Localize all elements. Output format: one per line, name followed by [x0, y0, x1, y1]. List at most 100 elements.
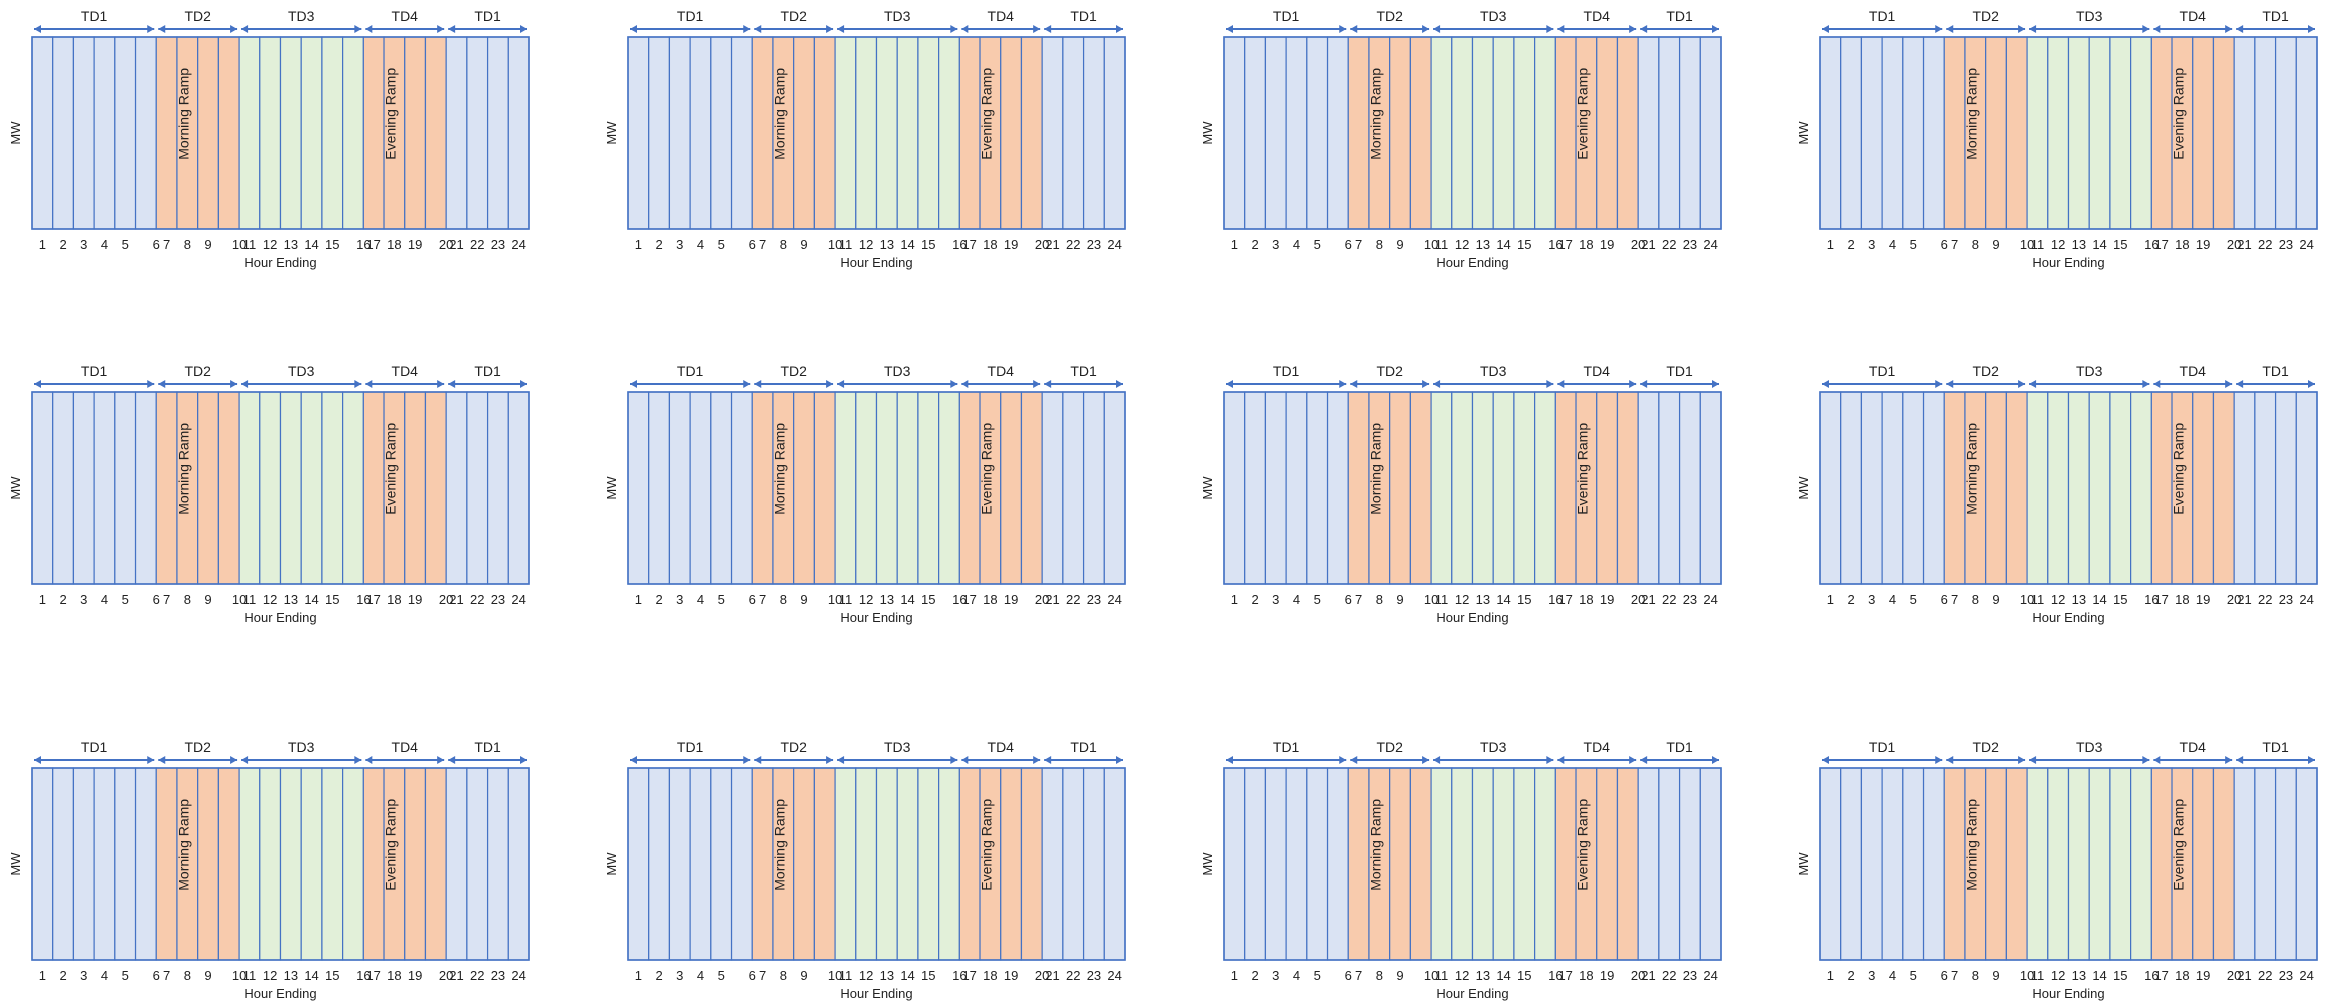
hour-tick-label: 21	[449, 237, 463, 252]
hour-tick-label: 11	[839, 968, 853, 983]
hour-tick-label: 5	[1910, 237, 1917, 252]
hour-tick-label: 1	[635, 237, 642, 252]
hour-tick-label: 4	[1889, 592, 1896, 607]
panel-border	[627, 391, 1126, 585]
period-arrow-head-left	[2236, 380, 2244, 388]
period-arrow-head-right	[1712, 25, 1719, 33]
ramp-label: Morning Ramp	[1367, 68, 1383, 160]
diagram-panel-8: TD1 TD2 TD3 TD4 TD1 Morning Ramp Evening Ramp M…	[1796, 363, 2318, 625]
hour-cell	[1658, 767, 1681, 961]
hour-tick-label: 14	[900, 968, 914, 983]
hour-tick-label: 12	[263, 237, 277, 252]
hour-cell	[1902, 391, 1925, 585]
hour-cell	[217, 391, 240, 585]
hour-cell	[2295, 36, 2318, 230]
hour-tick-label: 2	[655, 592, 662, 607]
hour-tick-label: 20	[1631, 237, 1645, 252]
hour-cell	[1041, 391, 1064, 585]
period-arrow-head-left	[241, 25, 249, 33]
hour-cell	[2109, 36, 2132, 230]
hour-cell	[2109, 767, 2132, 961]
period-arrow-head-right	[437, 25, 445, 33]
hour-tick-label: 13	[880, 592, 894, 607]
hour-cell	[668, 767, 691, 961]
hour-cell	[1492, 36, 1515, 230]
period-arrow-head-left	[1640, 756, 1648, 764]
hour-cell	[1326, 391, 1349, 585]
hour-tick-label: 21	[1045, 237, 1059, 252]
hour-tick-label: 15	[325, 592, 339, 607]
period-arrow-head-left	[2236, 756, 2244, 764]
period-arrow-head-right	[1339, 380, 1347, 388]
hour-tick-label: 20	[1631, 592, 1645, 607]
hour-tick-label: 19	[2196, 237, 2210, 252]
period-arrow-head-right	[1935, 380, 1943, 388]
hour-cell	[730, 767, 753, 961]
hour-tick-label: 17	[2154, 968, 2168, 983]
period-arrow-head-right	[1629, 756, 1637, 764]
hour-tick-label: 21	[1641, 968, 1655, 983]
period-arrow-head-left	[365, 25, 373, 33]
hour-tick-label: 13	[284, 237, 298, 252]
panel-border	[627, 36, 1126, 230]
hour-cell	[238, 391, 261, 585]
hour-cell	[238, 767, 261, 961]
x-axis-label: Hour Ending	[840, 986, 912, 1001]
hour-cell	[134, 36, 157, 230]
period-arrow-head-right	[2225, 756, 2233, 764]
hour-cell	[1264, 36, 1287, 230]
hour-cell	[1658, 391, 1681, 585]
period-label: TD3	[884, 739, 911, 755]
hour-cell	[486, 36, 509, 230]
hour-cell	[2067, 391, 2090, 585]
hour-tick-label: 24	[511, 592, 525, 607]
hour-cell	[134, 391, 157, 585]
period-arrow-head-left	[365, 756, 373, 764]
hour-cell	[648, 767, 671, 961]
hour-tick-label: 22	[470, 968, 484, 983]
hour-tick-label: 19	[1600, 968, 1614, 983]
hour-tick-label: 2	[59, 592, 66, 607]
hour-cell	[1347, 767, 1370, 961]
hour-tick-label: 19	[2196, 592, 2210, 607]
hour-tick-label: 18	[983, 968, 997, 983]
hour-tick-label: 12	[263, 968, 277, 983]
hour-cell	[321, 391, 344, 585]
hour-cell	[2192, 391, 2215, 585]
hour-cell	[424, 36, 447, 230]
period-label: TD1	[81, 739, 108, 755]
hour-cell	[1000, 391, 1023, 585]
x-axis-label: Hour Ending	[840, 255, 912, 270]
hour-cell	[1860, 36, 1883, 230]
hour-cell	[279, 391, 302, 585]
hour-tick-label: 21	[449, 968, 463, 983]
hour-cell	[793, 36, 815, 230]
hour-cell	[648, 36, 671, 230]
hour-cell	[466, 36, 489, 230]
hour-cell	[2254, 767, 2277, 961]
hour-cell	[93, 767, 116, 961]
hour-cell	[751, 767, 774, 961]
hour-tick-label: 9	[1396, 592, 1403, 607]
hour-cell	[1881, 36, 1904, 230]
hour-cell	[2150, 767, 2173, 961]
hour-cell	[1082, 36, 1105, 230]
period-arrow-head-right	[520, 25, 527, 33]
diagram-panel-3: TD1 TD2 TD3 TD4 TD1 Morning Ramp Evening Ramp M…	[1200, 8, 1722, 270]
hour-cell	[1347, 391, 1370, 585]
hour-tick-label: 5	[1910, 592, 1917, 607]
x-axis-label: Hour Ending	[244, 986, 316, 1001]
period-arrow-head-right	[1422, 380, 1430, 388]
hour-tick-label: 24	[2299, 592, 2313, 607]
hour-tick-label: 5	[122, 592, 129, 607]
hour-cell	[1389, 391, 1411, 585]
period-arrow-head-left	[1433, 756, 1441, 764]
hour-cell	[1943, 767, 1966, 961]
hour-tick-label: 20	[2227, 237, 2241, 252]
hour-cell	[238, 36, 261, 230]
hour-cell	[114, 36, 137, 230]
hour-cell	[2026, 36, 2049, 230]
hour-cell	[1554, 36, 1577, 230]
hour-cell	[1326, 767, 1349, 961]
hour-cell	[1943, 391, 1966, 585]
